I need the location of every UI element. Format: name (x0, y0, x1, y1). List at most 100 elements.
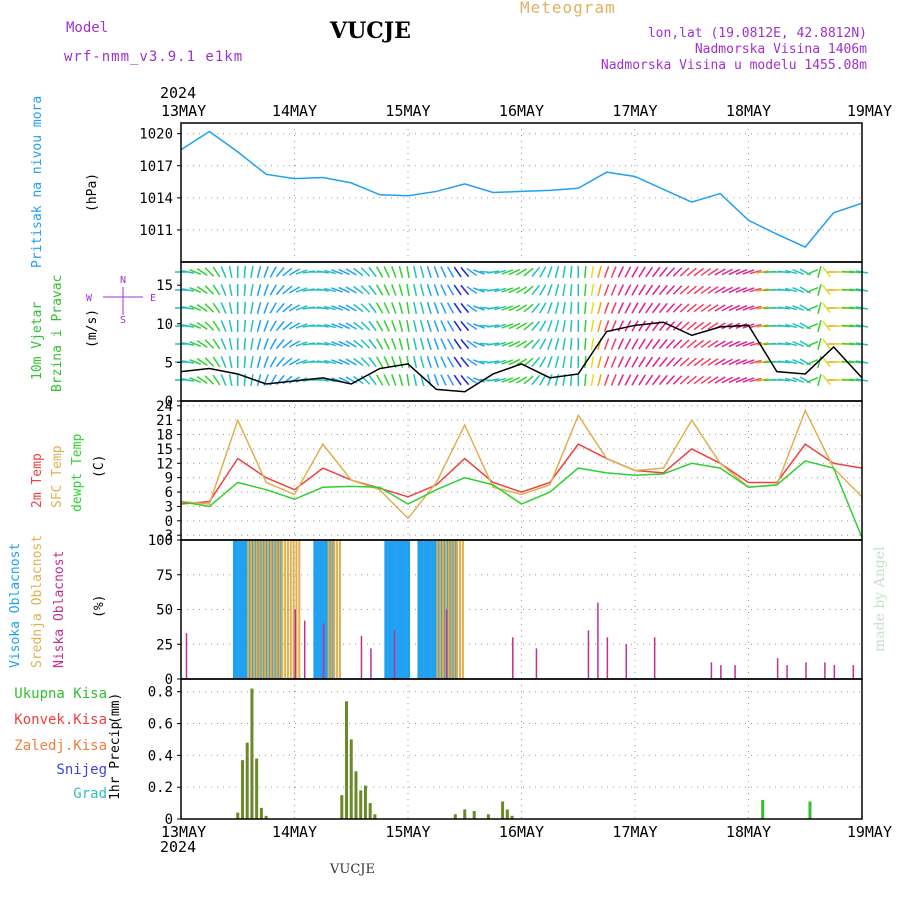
cloud-bar (597, 602, 599, 679)
cloud-bar (447, 540, 450, 679)
wind-arrow (256, 320, 262, 332)
compass-letter: E (150, 293, 156, 304)
wind-arrow (446, 356, 455, 368)
wind-arrow (658, 302, 668, 314)
wind-arrow (707, 340, 719, 348)
wind-arrow (848, 306, 861, 310)
wind-arrow (756, 342, 769, 346)
wind-arrow (196, 286, 208, 294)
wind-arrow (243, 337, 247, 351)
wind-arrow (735, 269, 748, 275)
wind-arrow (707, 322, 719, 330)
wind-arrow (638, 284, 646, 296)
wind-arrow (383, 338, 390, 350)
wind-arrow (693, 339, 705, 349)
wind-arrow (539, 284, 547, 296)
wind-arrow (700, 303, 712, 313)
cloud-bar (322, 623, 325, 679)
wind-arrow (353, 285, 364, 295)
x-tick-label-bottom: 13MAY (161, 823, 206, 841)
cloud-bar (451, 540, 455, 679)
wind-arrow (841, 324, 854, 328)
footer-station: VUCJE (330, 862, 375, 877)
wind-arrow (220, 266, 227, 278)
wind-arrow (785, 341, 798, 347)
cloud-bar (384, 540, 388, 679)
wind-arrow (749, 287, 762, 293)
wind-arrow (523, 321, 534, 331)
temp-tick-label: 24 (156, 399, 173, 415)
wind-arrow (360, 339, 371, 349)
wind-arrow (728, 304, 741, 312)
cloud-bar (440, 540, 444, 679)
temp-tick-label: 3 (165, 499, 173, 515)
wind-arrow (440, 302, 447, 314)
wind-arrow (275, 266, 285, 278)
x-tick-label-bottom: 18MAY (726, 823, 771, 841)
wind-arrow (243, 319, 247, 333)
wind-arrow (523, 339, 534, 349)
wind-arrow (263, 284, 269, 296)
cloud-bar (264, 540, 267, 679)
wind-arrow (433, 320, 440, 332)
wind-arrow (652, 284, 661, 296)
wind-arrow (473, 341, 485, 347)
temp-tick-label: 21 (156, 413, 173, 429)
wind-arrow (212, 302, 221, 314)
wind-arrow (631, 266, 639, 278)
wind-arrow (792, 287, 804, 293)
wind-arrow (584, 265, 587, 279)
wind-arrow (204, 303, 215, 313)
wind-arrow (749, 377, 762, 383)
wind-arrow (554, 320, 560, 332)
wind-arrow (665, 285, 676, 295)
wind-arrow (250, 355, 254, 369)
cloud-bar (420, 540, 424, 679)
wind-arrow (419, 356, 425, 368)
pressure-unit: (hPa) (85, 172, 100, 212)
wind-arrow (624, 356, 632, 368)
wind-arrow (508, 322, 521, 330)
elevation-readout: Nadmorska Visina 1406m (694, 42, 867, 57)
wind-arrow (338, 358, 350, 366)
wind-arrow (487, 324, 500, 328)
wind-arrow (353, 339, 364, 349)
wind-arrow (693, 375, 705, 385)
wind-arrow (182, 342, 195, 346)
wind-arrow (433, 356, 440, 368)
wind-arrow (610, 356, 617, 368)
cloud-bar (233, 540, 237, 679)
wind-arrow (494, 377, 507, 383)
wind-arrow (597, 320, 602, 332)
wind-arrow (282, 285, 293, 295)
wind-arrow (473, 359, 485, 365)
wind-arrow (460, 338, 470, 350)
precip-bar (510, 815, 514, 819)
wind-arrow (645, 320, 654, 332)
cloud-tick-label: 50 (156, 603, 173, 619)
wind-arrow (817, 302, 822, 314)
wind-arrow (714, 358, 726, 366)
wind-arrow (523, 267, 534, 277)
wind-arrow (275, 320, 285, 332)
cloud-bar (298, 540, 301, 679)
cloud-bar (606, 637, 609, 679)
wind-arrow (658, 374, 668, 386)
wind-arrow (220, 284, 227, 296)
wind-arrow (345, 286, 357, 294)
wind-arrow (728, 358, 741, 366)
wind-arrow (590, 355, 595, 369)
panel-frame (180, 400, 863, 541)
precip-bar (349, 739, 353, 819)
wind-arrow (707, 286, 719, 294)
x-tick-label-top: 17MAY (612, 102, 657, 120)
precip-bar (472, 811, 476, 819)
wind-arrow (204, 357, 215, 367)
wind-arrow (212, 266, 221, 278)
wind-arrow (539, 338, 547, 350)
temp-tick-label: -3 (156, 528, 173, 544)
cloud-bar (625, 644, 628, 679)
precip-tick-label: 0.8 (148, 685, 173, 701)
wind-arrow (323, 287, 336, 293)
